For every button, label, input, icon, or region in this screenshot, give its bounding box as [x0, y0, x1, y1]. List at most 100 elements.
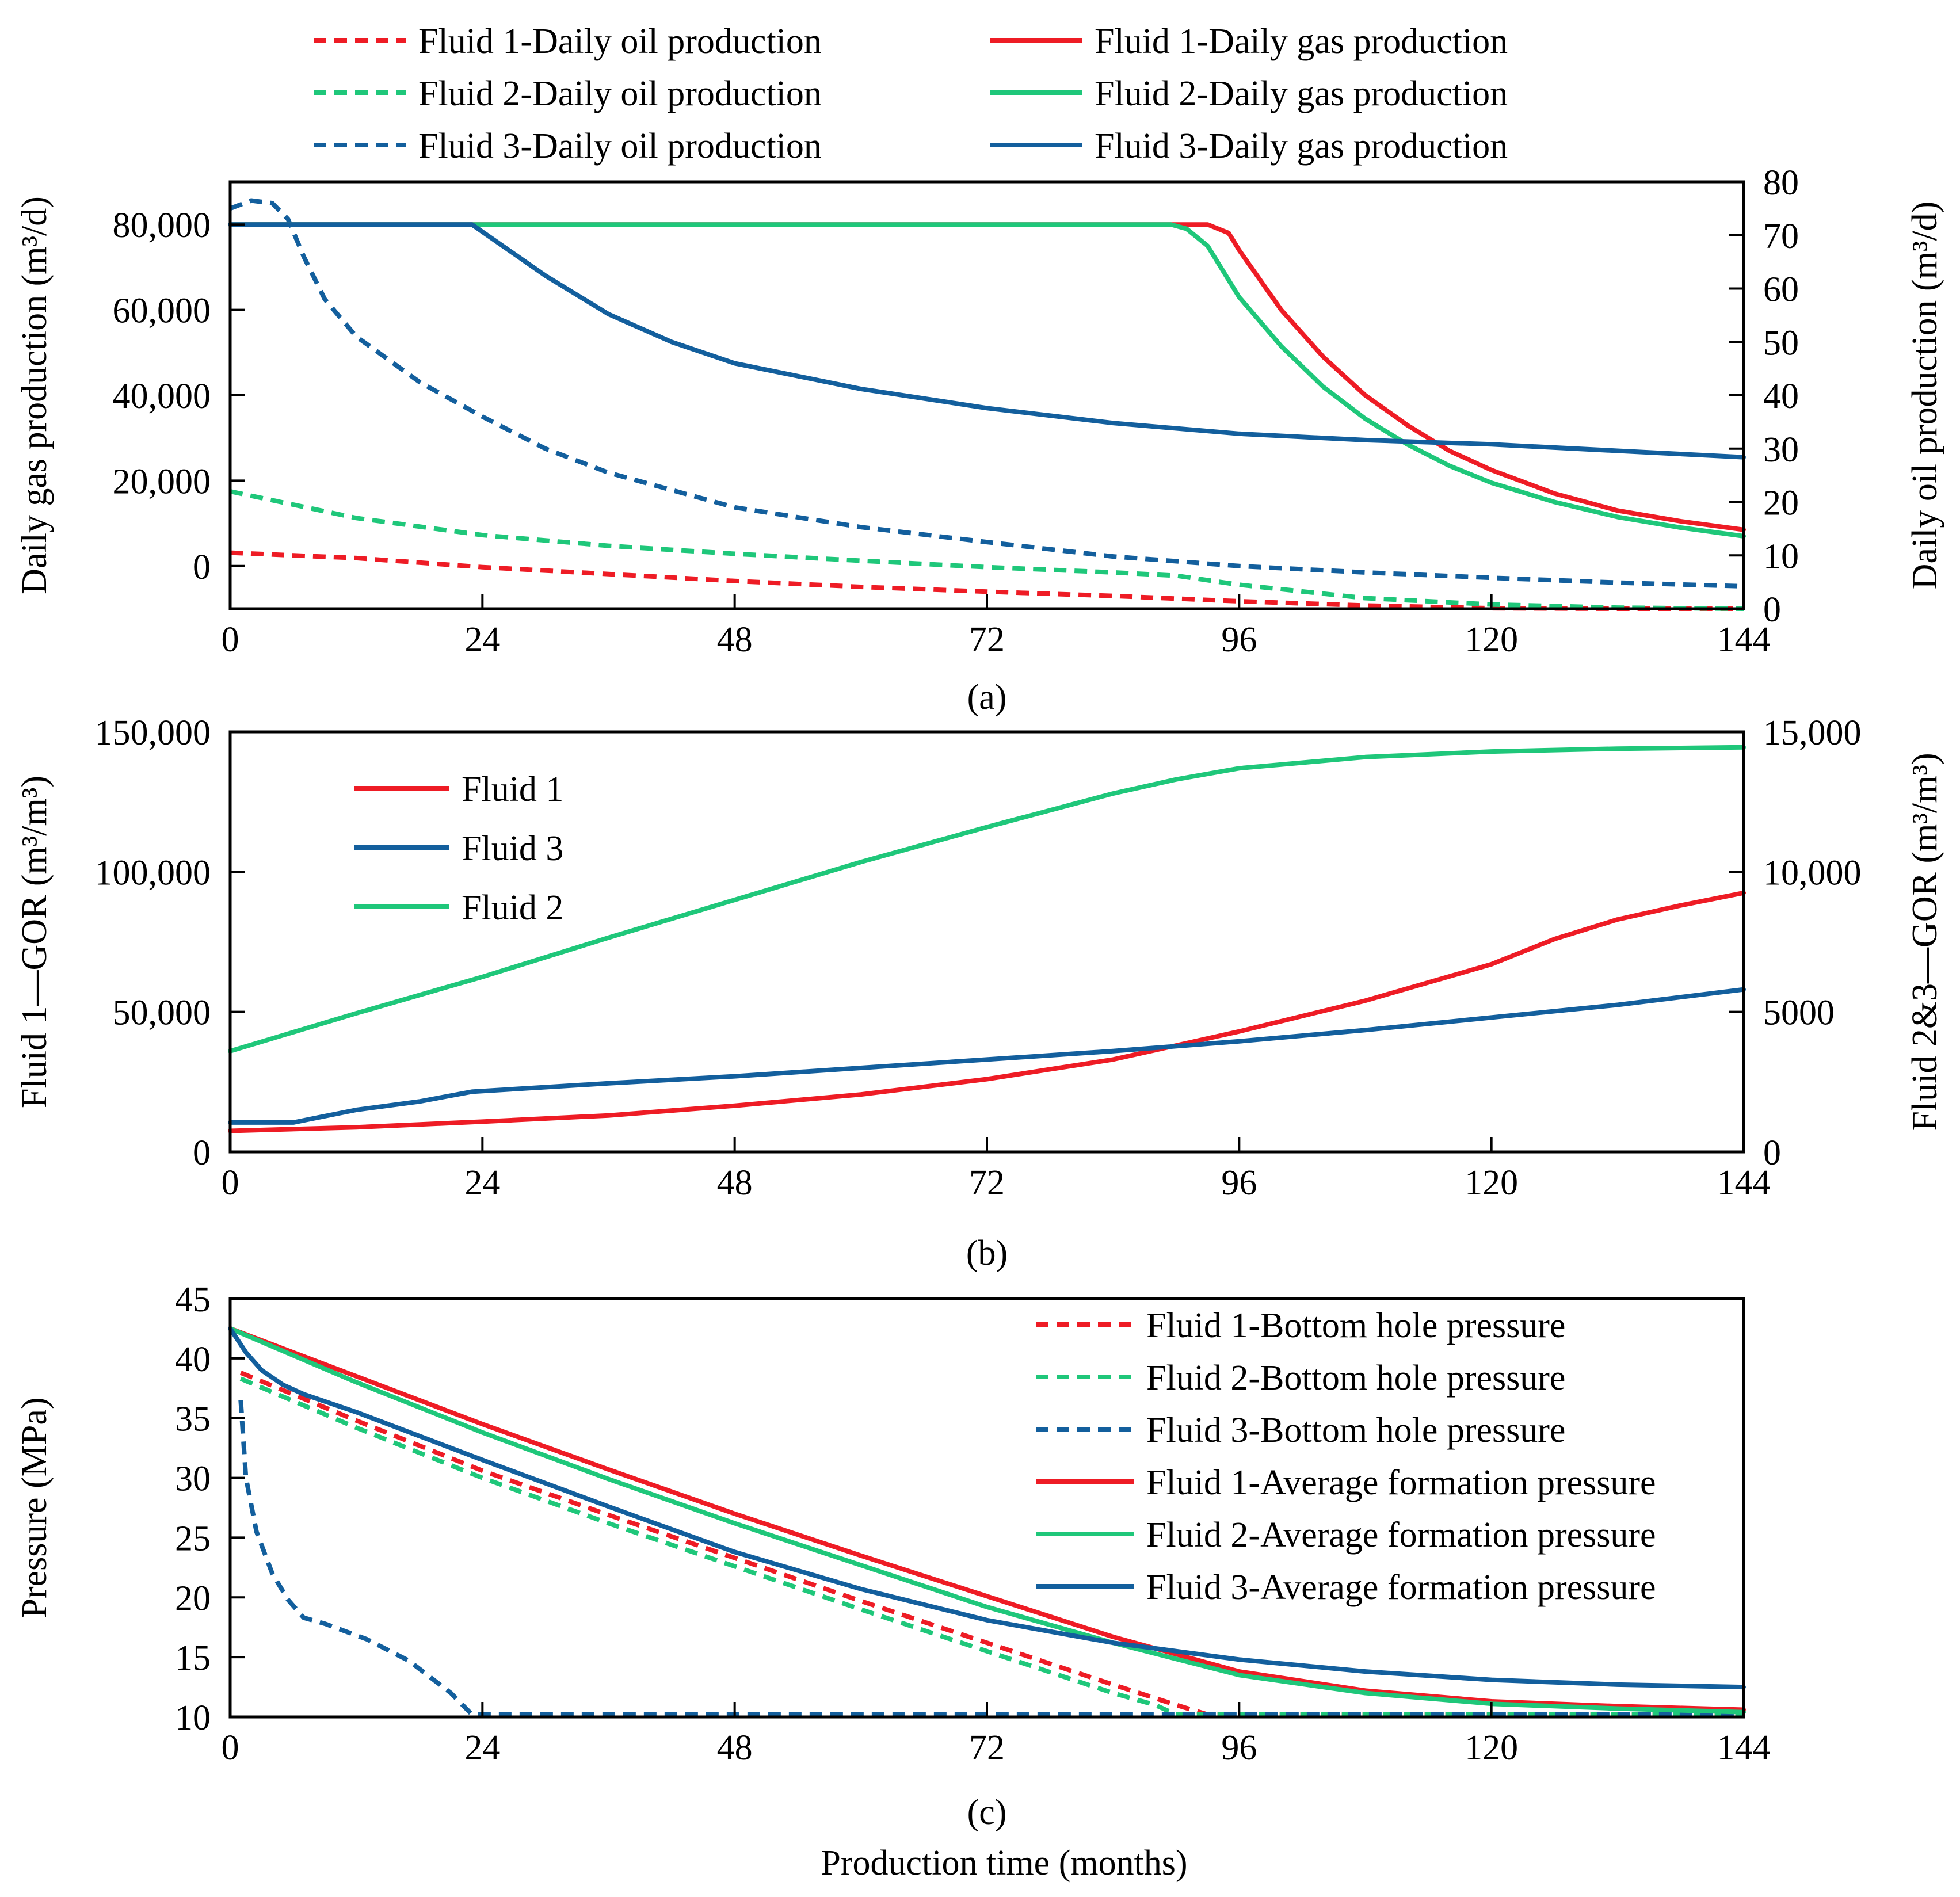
legend-label-3: Fluid 3-Daily oil production	[418, 127, 822, 166]
y2-tick-label: 10,000	[1763, 853, 1862, 892]
series-line-3	[228, 745, 1746, 1054]
panel-a-chart: 0 24 48 72 96 120 144020,00040,00060,00080,000…	[15, 22, 1944, 717]
x-tick-label: 0	[222, 1163, 239, 1203]
y-tick-label: 40,000	[113, 377, 211, 416]
legend-label-4: Fluid 1-Average formation pressure	[1146, 1463, 1656, 1502]
x-tick-label: 48	[717, 620, 753, 659]
y2-axis-label: Fluid 2&3—GOR (m³/m³)	[1905, 753, 1944, 1131]
series-line-1	[228, 890, 1746, 1133]
x-tick-label: 144	[1717, 1163, 1771, 1203]
series-line-3	[229, 198, 1744, 589]
panel-b-chart: 0 24 48 72 96 120 144050,000100,000150,0000500…	[15, 713, 1944, 1273]
plot-frame	[228, 180, 1745, 610]
y-tick-label: 35	[175, 1400, 211, 1439]
x-tick-label: 96	[1221, 1728, 1257, 1768]
series-group	[228, 198, 1746, 611]
legend: Fluid 1 Fluid 3 Fluid 2	[354, 770, 563, 927]
series-line-3	[238, 1400, 1744, 1717]
series-line-2	[228, 987, 1746, 1125]
y-tick-label: 60,000	[113, 292, 211, 331]
y-tick-label: 80,000	[113, 206, 211, 245]
y2-axis-label: Daily oil production (m³/d)	[1905, 201, 1944, 590]
y-tick-label: 150,000	[95, 713, 211, 753]
legend-label-3: Fluid 2	[462, 888, 563, 927]
legend-label-5: Fluid 2-Average formation pressure	[1146, 1516, 1656, 1555]
y-axis-label: Daily gas production (m³/d)	[15, 196, 54, 594]
y2-tick-label: 40	[1763, 377, 1799, 416]
y2-tick-label: 80	[1763, 163, 1799, 203]
y-tick-label: 25	[175, 1519, 211, 1558]
x-tick-label: 144	[1717, 620, 1771, 659]
series-line-5	[228, 222, 1746, 539]
panel-c-chart: 0 24 48 72 96 120 144 10 15 20 25 30 35 40 45 Pressure …	[15, 1280, 1771, 1883]
legend-label-2: Fluid 3	[462, 829, 563, 868]
legend-label-1: Fluid 1	[462, 770, 563, 809]
series-line-6	[228, 1326, 1746, 1690]
y2-tick-label: 50	[1763, 323, 1799, 362]
x-tick-label: 96	[1221, 620, 1257, 659]
legend-label-6: Fluid 3-Average formation pressure	[1146, 1568, 1656, 1607]
y-axis-label: Fluid 1—GOR (m³/m³)	[15, 776, 54, 1108]
y-tick-label: 20,000	[113, 462, 211, 501]
y2-tick-label: 60	[1763, 270, 1799, 310]
series-line-4	[228, 222, 1746, 532]
series-line-1	[230, 550, 1744, 611]
y-tick-label: 0	[193, 548, 211, 587]
y-tick-label: 30	[175, 1460, 211, 1499]
y-axis-label: Pressure (MPa)	[15, 1398, 54, 1619]
y2-tick-label: 30	[1763, 430, 1799, 470]
plot-frame	[228, 730, 1745, 1154]
legend-label-2: Fluid 2-Daily oil production	[418, 74, 822, 113]
y-tick-label: 10	[175, 1698, 211, 1738]
legend-label-1: Fluid 1-Bottom hole pressure	[1146, 1306, 1565, 1345]
series-line-1	[239, 1371, 1744, 1717]
y-tick-label: 100,000	[95, 853, 211, 892]
x-tick-label: 72	[969, 1728, 1005, 1768]
legend-label-6: Fluid 3-Daily gas production	[1095, 127, 1508, 166]
x-tick-label: 96	[1221, 1163, 1257, 1203]
y-tick-label: 50,000	[113, 994, 211, 1033]
series-line-2	[230, 489, 1744, 611]
y2-tick-label: 15,000	[1763, 713, 1862, 753]
y-tick-label: 15	[175, 1639, 211, 1678]
series-group	[228, 745, 1746, 1133]
x-tick-label: 120	[1465, 620, 1518, 659]
legend-label-4: Fluid 1-Daily gas production	[1095, 22, 1508, 61]
y-tick-label: 40	[175, 1340, 211, 1379]
x-tick-label: 120	[1465, 1728, 1518, 1768]
x-tick-label: 0	[222, 1728, 239, 1768]
legend-label-3: Fluid 3-Bottom hole pressure	[1146, 1411, 1565, 1450]
y-tick-label: 45	[175, 1280, 211, 1319]
y-tick-label: 0	[193, 1133, 211, 1173]
series-group	[228, 1326, 1746, 1717]
y2-tick-label: 5000	[1763, 994, 1835, 1033]
series-line-4	[228, 1326, 1746, 1712]
legend-label-2: Fluid 2-Bottom hole pressure	[1146, 1358, 1565, 1398]
legend: Fluid 1-Daily oil production Fluid 2-Dail…	[314, 22, 1508, 166]
series-line-6	[228, 222, 1746, 460]
legend: Fluid 1-Bottom hole pressure Fluid 2-Bott…	[1036, 1306, 1656, 1607]
legend-label-1: Fluid 1-Daily oil production	[418, 22, 822, 61]
y2-tick-label: 0	[1763, 590, 1781, 629]
x-tick-label: 72	[969, 620, 1005, 659]
panel-caption: (c)	[967, 1793, 1007, 1832]
x-tick-label: 24	[464, 1728, 500, 1768]
x-tick-label: 48	[717, 1728, 753, 1768]
y-tick-label: 20	[175, 1579, 211, 1618]
y2-tick-label: 70	[1763, 217, 1799, 256]
x-tick-label: 24	[464, 620, 500, 659]
series-line-2	[239, 1376, 1744, 1717]
x-tick-label: 72	[969, 1163, 1005, 1203]
x-tick-label: 48	[717, 1163, 753, 1203]
y2-tick-label: 20	[1763, 484, 1799, 523]
x-tick-label: 0	[222, 620, 239, 659]
panel-caption: (a)	[967, 678, 1007, 717]
y2-tick-label: 0	[1763, 1133, 1781, 1173]
x-tick-label: 24	[464, 1163, 500, 1203]
x-axis-label: Production time (months)	[821, 1843, 1187, 1883]
panel-caption: (b)	[966, 1234, 1008, 1273]
x-tick-label: 144	[1717, 1728, 1771, 1768]
x-tick-label: 120	[1465, 1163, 1518, 1203]
legend-label-5: Fluid 2-Daily gas production	[1095, 74, 1508, 113]
